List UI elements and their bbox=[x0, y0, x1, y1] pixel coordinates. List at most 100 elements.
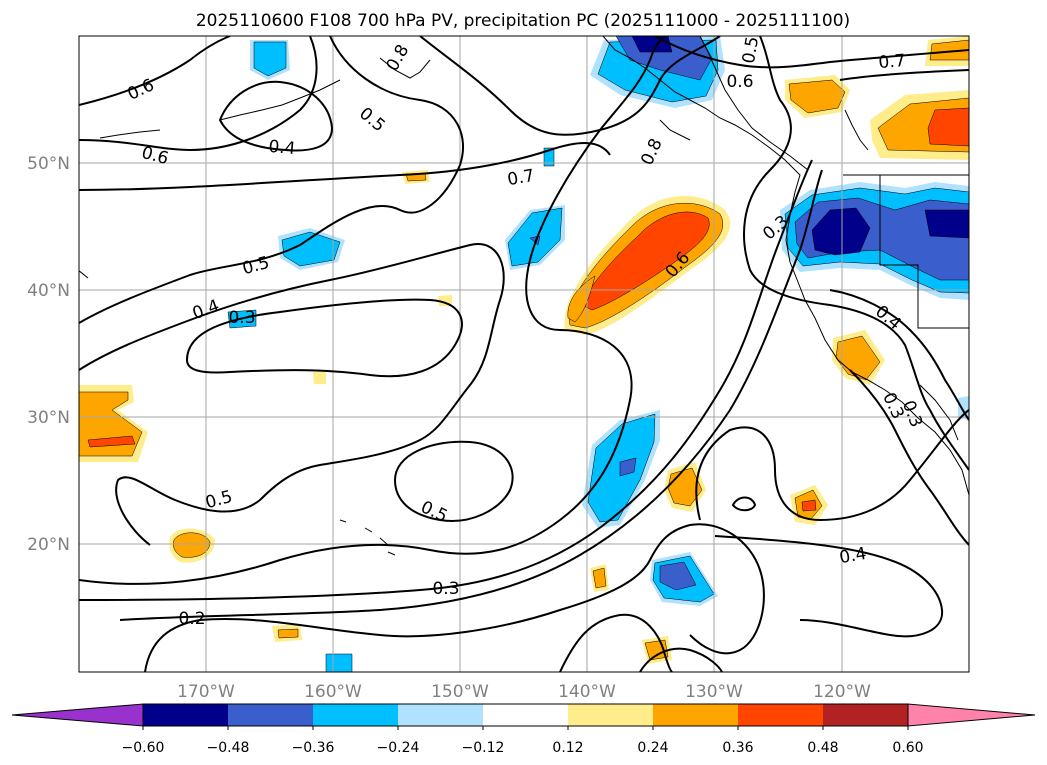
lat-tick-label-3: 20°N bbox=[27, 535, 70, 555]
colorbar-tick-label-4: −0.12 bbox=[462, 740, 505, 756]
contour-label-20: 0.2 bbox=[178, 609, 205, 629]
contour-label-19: 0.3 bbox=[432, 579, 459, 599]
precip-fill-47 bbox=[659, 561, 697, 591]
colorbar-segment-9 bbox=[823, 704, 908, 726]
coastline-11 bbox=[79, 270, 89, 279]
pv-contour-15 bbox=[731, 496, 757, 512]
pv-contour-7 bbox=[185, 298, 463, 378]
precip-fill-40 bbox=[811, 207, 871, 256]
precip-fill-2 bbox=[581, 211, 710, 311]
pv-contour-13 bbox=[144, 523, 765, 672]
colorbar-extend-low bbox=[11, 703, 144, 727]
precip-fill-57 bbox=[325, 653, 353, 672]
pv-contour-18 bbox=[639, 647, 723, 672]
contour-label-7: 0.7 bbox=[506, 166, 536, 190]
axis-tick-labels: 170°W 160°W 150°W 140°W 130°W 120°W 50°N 40°N 30… bbox=[27, 154, 871, 702]
precip-fill-55 bbox=[543, 147, 555, 167]
pv-contour-0 bbox=[79, 36, 231, 106]
colorbar-segment-6 bbox=[568, 704, 653, 726]
colorbar-segment-8 bbox=[738, 704, 823, 726]
colorbar-extend-high bbox=[907, 703, 1036, 727]
coastline-8 bbox=[219, 79, 341, 121]
colorbar-tick-label-5: 0.12 bbox=[552, 740, 583, 756]
lon-tick-label-3: 140°W bbox=[558, 682, 616, 702]
contour-label-13: 0.3 bbox=[228, 308, 255, 328]
pv-contour-14 bbox=[559, 613, 673, 672]
precip-fill-52 bbox=[281, 231, 341, 267]
coastline-5 bbox=[919, 384, 959, 441]
chart-title: 2025110600 F108 700 hPa PV, precipitatio… bbox=[196, 11, 850, 31]
colorbar-segment-4 bbox=[398, 704, 483, 726]
colorbar-tick-label-3: −0.24 bbox=[377, 740, 420, 756]
contour-label-6: 0.6 bbox=[726, 72, 753, 92]
precip-fill-15 bbox=[929, 39, 969, 61]
map-area: 0.60.60.50.4 0.80.50.60.70.70.80.30.50.4 0… bbox=[79, 35, 969, 672]
lon-tick-label-5: 120°W bbox=[813, 682, 871, 702]
pv-contour-11 bbox=[79, 159, 813, 601]
lon-tick-label-1: 160°W bbox=[304, 682, 362, 702]
colorbar-segment-1 bbox=[143, 704, 228, 726]
precip-fill-6 bbox=[87, 435, 136, 448]
colorbar-tick-label-2: −0.36 bbox=[292, 740, 335, 756]
pv-contour-22 bbox=[839, 69, 969, 81]
precip-fill-28 bbox=[277, 628, 299, 639]
pv-contour-8 bbox=[79, 243, 505, 546]
colorbar-tick-label-8: 0.48 bbox=[807, 740, 838, 756]
precip-fill-8 bbox=[173, 532, 211, 558]
pv-contour-9 bbox=[393, 440, 514, 522]
precip-fill-17 bbox=[835, 335, 881, 381]
coastline-6 bbox=[659, 119, 691, 141]
pv-contour-17 bbox=[714, 535, 944, 638]
precip-fill-41 bbox=[924, 209, 969, 239]
colorbar-tick-label-9: 0.60 bbox=[892, 740, 923, 756]
lon-tick-label-4: 130°W bbox=[685, 682, 743, 702]
pv-contour-5 bbox=[419, 36, 721, 136]
pv-contour-10 bbox=[79, 36, 666, 585]
precip-fill-10 bbox=[788, 79, 846, 114]
colorbar-tick-label-7: 0.36 bbox=[722, 740, 753, 756]
colorbar-segment-5 bbox=[483, 704, 568, 726]
contour-label-5: 0.5 bbox=[739, 35, 763, 65]
pv-contour-12 bbox=[119, 169, 823, 621]
precip-fill-54 bbox=[253, 41, 287, 77]
pv-contour-16 bbox=[695, 409, 969, 522]
contour-label-21: 0.4 bbox=[838, 544, 868, 568]
colorbar-tick-label-1: −0.48 bbox=[207, 740, 250, 756]
colorbar-frame bbox=[142, 703, 909, 727]
precip-fill-24 bbox=[592, 567, 607, 589]
coastline-9 bbox=[99, 129, 161, 139]
colorbar-segment-2 bbox=[228, 704, 313, 726]
pv-contour-6 bbox=[743, 36, 969, 471]
lat-tick-label-2: 30°N bbox=[27, 408, 70, 428]
coastline-0 bbox=[602, 36, 969, 496]
precip-fill-44 bbox=[619, 457, 637, 477]
coastline-7 bbox=[379, 57, 431, 79]
pv-contours bbox=[79, 36, 969, 672]
coastline-4 bbox=[843, 174, 969, 329]
pv-contour-19 bbox=[849, 369, 969, 546]
pv-contour-20 bbox=[829, 289, 969, 421]
coastline-10 bbox=[339, 519, 396, 556]
lon-tick-label-2: 150°W bbox=[431, 682, 489, 702]
contour-label-3: 0.4 bbox=[268, 137, 297, 159]
lat-tick-label-0: 50°N bbox=[27, 154, 70, 174]
colorbar-segment-3 bbox=[313, 704, 398, 726]
colorbar-segment-7 bbox=[653, 704, 738, 726]
coastline-2 bbox=[844, 109, 869, 151]
precip-fill-22 bbox=[801, 499, 817, 512]
map-frame bbox=[78, 35, 970, 673]
precip-fill-13 bbox=[927, 107, 969, 147]
precip-fill-32 bbox=[313, 372, 326, 384]
lat-tick-label-1: 40°N bbox=[27, 281, 70, 301]
colorbar-tick-label-6: 0.24 bbox=[637, 740, 668, 756]
colorbar: −0.60 −0.48 −0.36 −0.24 −0.12 0.12 0.24 0.36 0.4… bbox=[11, 703, 1036, 756]
pv-contour-4 bbox=[79, 142, 611, 191]
pv-contour-3 bbox=[79, 36, 465, 324]
colorbar-tick-label-0: −0.60 bbox=[122, 740, 165, 756]
contour-label-8: 0.7 bbox=[878, 51, 907, 73]
precip-fill-3 bbox=[567, 275, 596, 323]
lon-tick-label-0: 170°W bbox=[177, 682, 235, 702]
pv-contour-2 bbox=[218, 80, 334, 152]
coastlines bbox=[79, 36, 969, 556]
